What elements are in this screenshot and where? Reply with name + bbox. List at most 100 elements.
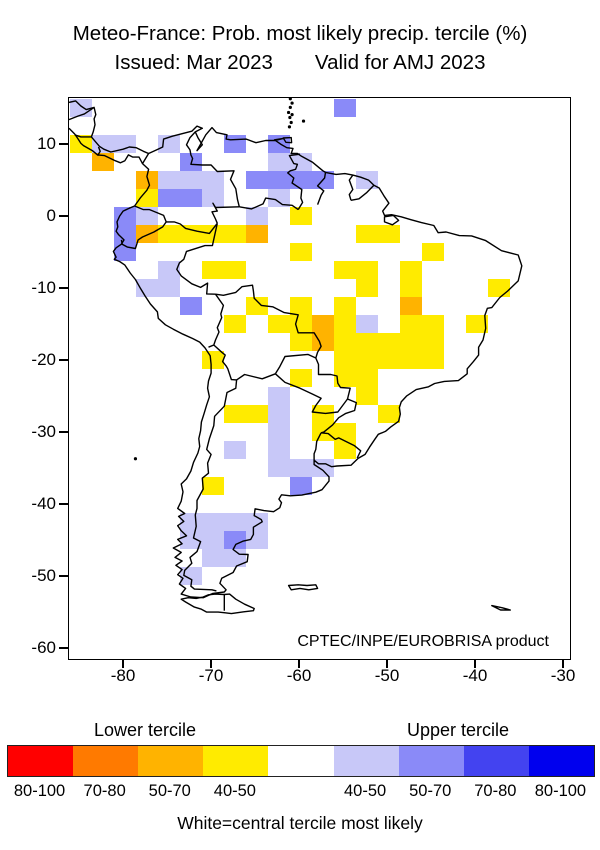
grid-cell: [289, 332, 312, 351]
island-dot: [290, 101, 294, 105]
grid-cell: [333, 440, 356, 459]
legend-range-label: 80-100: [13, 782, 66, 800]
grid-cell: [157, 278, 180, 297]
x-tick-label: -50: [374, 666, 400, 685]
island-dot: [287, 125, 292, 129]
grid-cell: [399, 260, 422, 279]
grid-cell: [399, 296, 422, 315]
grid-cell: [399, 332, 422, 351]
grid-cell: [201, 476, 224, 495]
grid-cell: [289, 458, 312, 477]
coastline-path: [134, 205, 167, 223]
grid-cell: [179, 188, 202, 207]
island-dot: [286, 110, 291, 115]
x-axis-tick: [122, 659, 124, 668]
grid-cell: [267, 314, 290, 333]
x-axis-tick: [210, 659, 212, 668]
legend-range-label: 70-80: [474, 782, 517, 800]
grid-cell: [421, 314, 444, 333]
south-america-map: CPTEC/INPE/EUROBRISA product: [68, 97, 571, 660]
grid-cell: [355, 224, 378, 243]
figure-subtitle: Issued: Mar 2023 Valid for AMJ 2023: [0, 51, 600, 75]
grid-cell: [113, 206, 136, 225]
coastline-path: [183, 379, 238, 592]
grid-cell: [333, 260, 356, 279]
grid-cell: [201, 512, 224, 531]
y-axis-tick: [59, 503, 68, 505]
grid-cell: [267, 152, 290, 171]
grid-cell: [333, 332, 356, 351]
issued-date: Issued: Mar 2023: [114, 51, 273, 74]
x-tick-label: -30: [550, 666, 576, 685]
legend-segment: [398, 746, 464, 776]
coastline-path: [166, 221, 218, 235]
x-axis-tick: [474, 659, 476, 668]
coastline-path: [348, 174, 354, 201]
coastline-path: [69, 127, 144, 164]
coastline-path: [120, 221, 167, 250]
grid-cell: [157, 170, 180, 189]
coastline-path: [320, 398, 357, 434]
coastline-path: [208, 293, 225, 348]
coastline-path: [282, 136, 293, 144]
grid-cell: [465, 314, 488, 333]
grid-cell: [223, 314, 246, 333]
y-axis-tick: [59, 215, 68, 217]
grid-cell: [355, 260, 378, 279]
y-tick-label: -10: [31, 278, 56, 297]
grid-cell: [201, 260, 224, 279]
grid-cell: [355, 368, 378, 387]
grid-cell: [333, 314, 356, 333]
grid-cell: [157, 224, 180, 243]
grid-cell: [223, 530, 246, 549]
legend-segment: [138, 746, 204, 776]
legend-range-label: 50-70: [409, 782, 452, 800]
grid-cell: [201, 224, 224, 243]
grid-cell: [223, 404, 246, 423]
y-axis-tick: [59, 431, 68, 433]
coastline-path: [97, 146, 101, 156]
grid-cell: [399, 350, 422, 369]
legend-lower-tercile-title: Lower tercile: [93, 720, 197, 740]
valid-period: Valid for AMJ 2023: [314, 51, 486, 74]
grid-cell: [311, 422, 334, 441]
x-tick-label: -40: [462, 666, 488, 685]
grid-cell: [223, 260, 246, 279]
grid-cell: [135, 170, 158, 189]
y-axis-tick: [59, 575, 68, 577]
coastline-path: [383, 214, 400, 226]
grid-cell: [201, 548, 224, 567]
coastline-path: [287, 584, 319, 591]
coastline-path: [236, 373, 276, 381]
legend-colorbar: [7, 745, 595, 777]
y-tick-label: 0: [46, 206, 56, 225]
coastline-path: [211, 202, 240, 224]
grid-cell: [201, 170, 224, 189]
grid-cell: [179, 152, 202, 171]
grid-cell: [311, 314, 334, 333]
grid-cell: [113, 134, 136, 153]
grid-cell: [289, 170, 312, 189]
island-dot: [133, 457, 138, 461]
legend-range-label: 40-50: [344, 782, 387, 800]
grid-cell: [245, 296, 268, 315]
coastline-path: [213, 344, 237, 381]
grid-cell: [267, 458, 290, 477]
grid-cell: [421, 350, 444, 369]
grid-cell: [355, 350, 378, 369]
grid-cell: [157, 188, 180, 207]
x-axis-tick: [562, 659, 564, 668]
legend-range-label: 70-80: [83, 782, 126, 800]
grid-cell: [421, 332, 444, 351]
island-dot: [301, 119, 306, 123]
grid-cell: [289, 206, 312, 225]
coastline-path: [350, 184, 375, 201]
legend-upper-tercile-title: Upper tercile: [406, 720, 510, 740]
grid-cell: [245, 170, 268, 189]
grid-cell: [113, 224, 136, 243]
x-tick-label: -70: [198, 666, 224, 685]
grid-cell: [289, 152, 312, 171]
grid-cell: [223, 440, 246, 459]
grid-cell: [267, 422, 290, 441]
y-tick-label: -30: [31, 422, 56, 441]
